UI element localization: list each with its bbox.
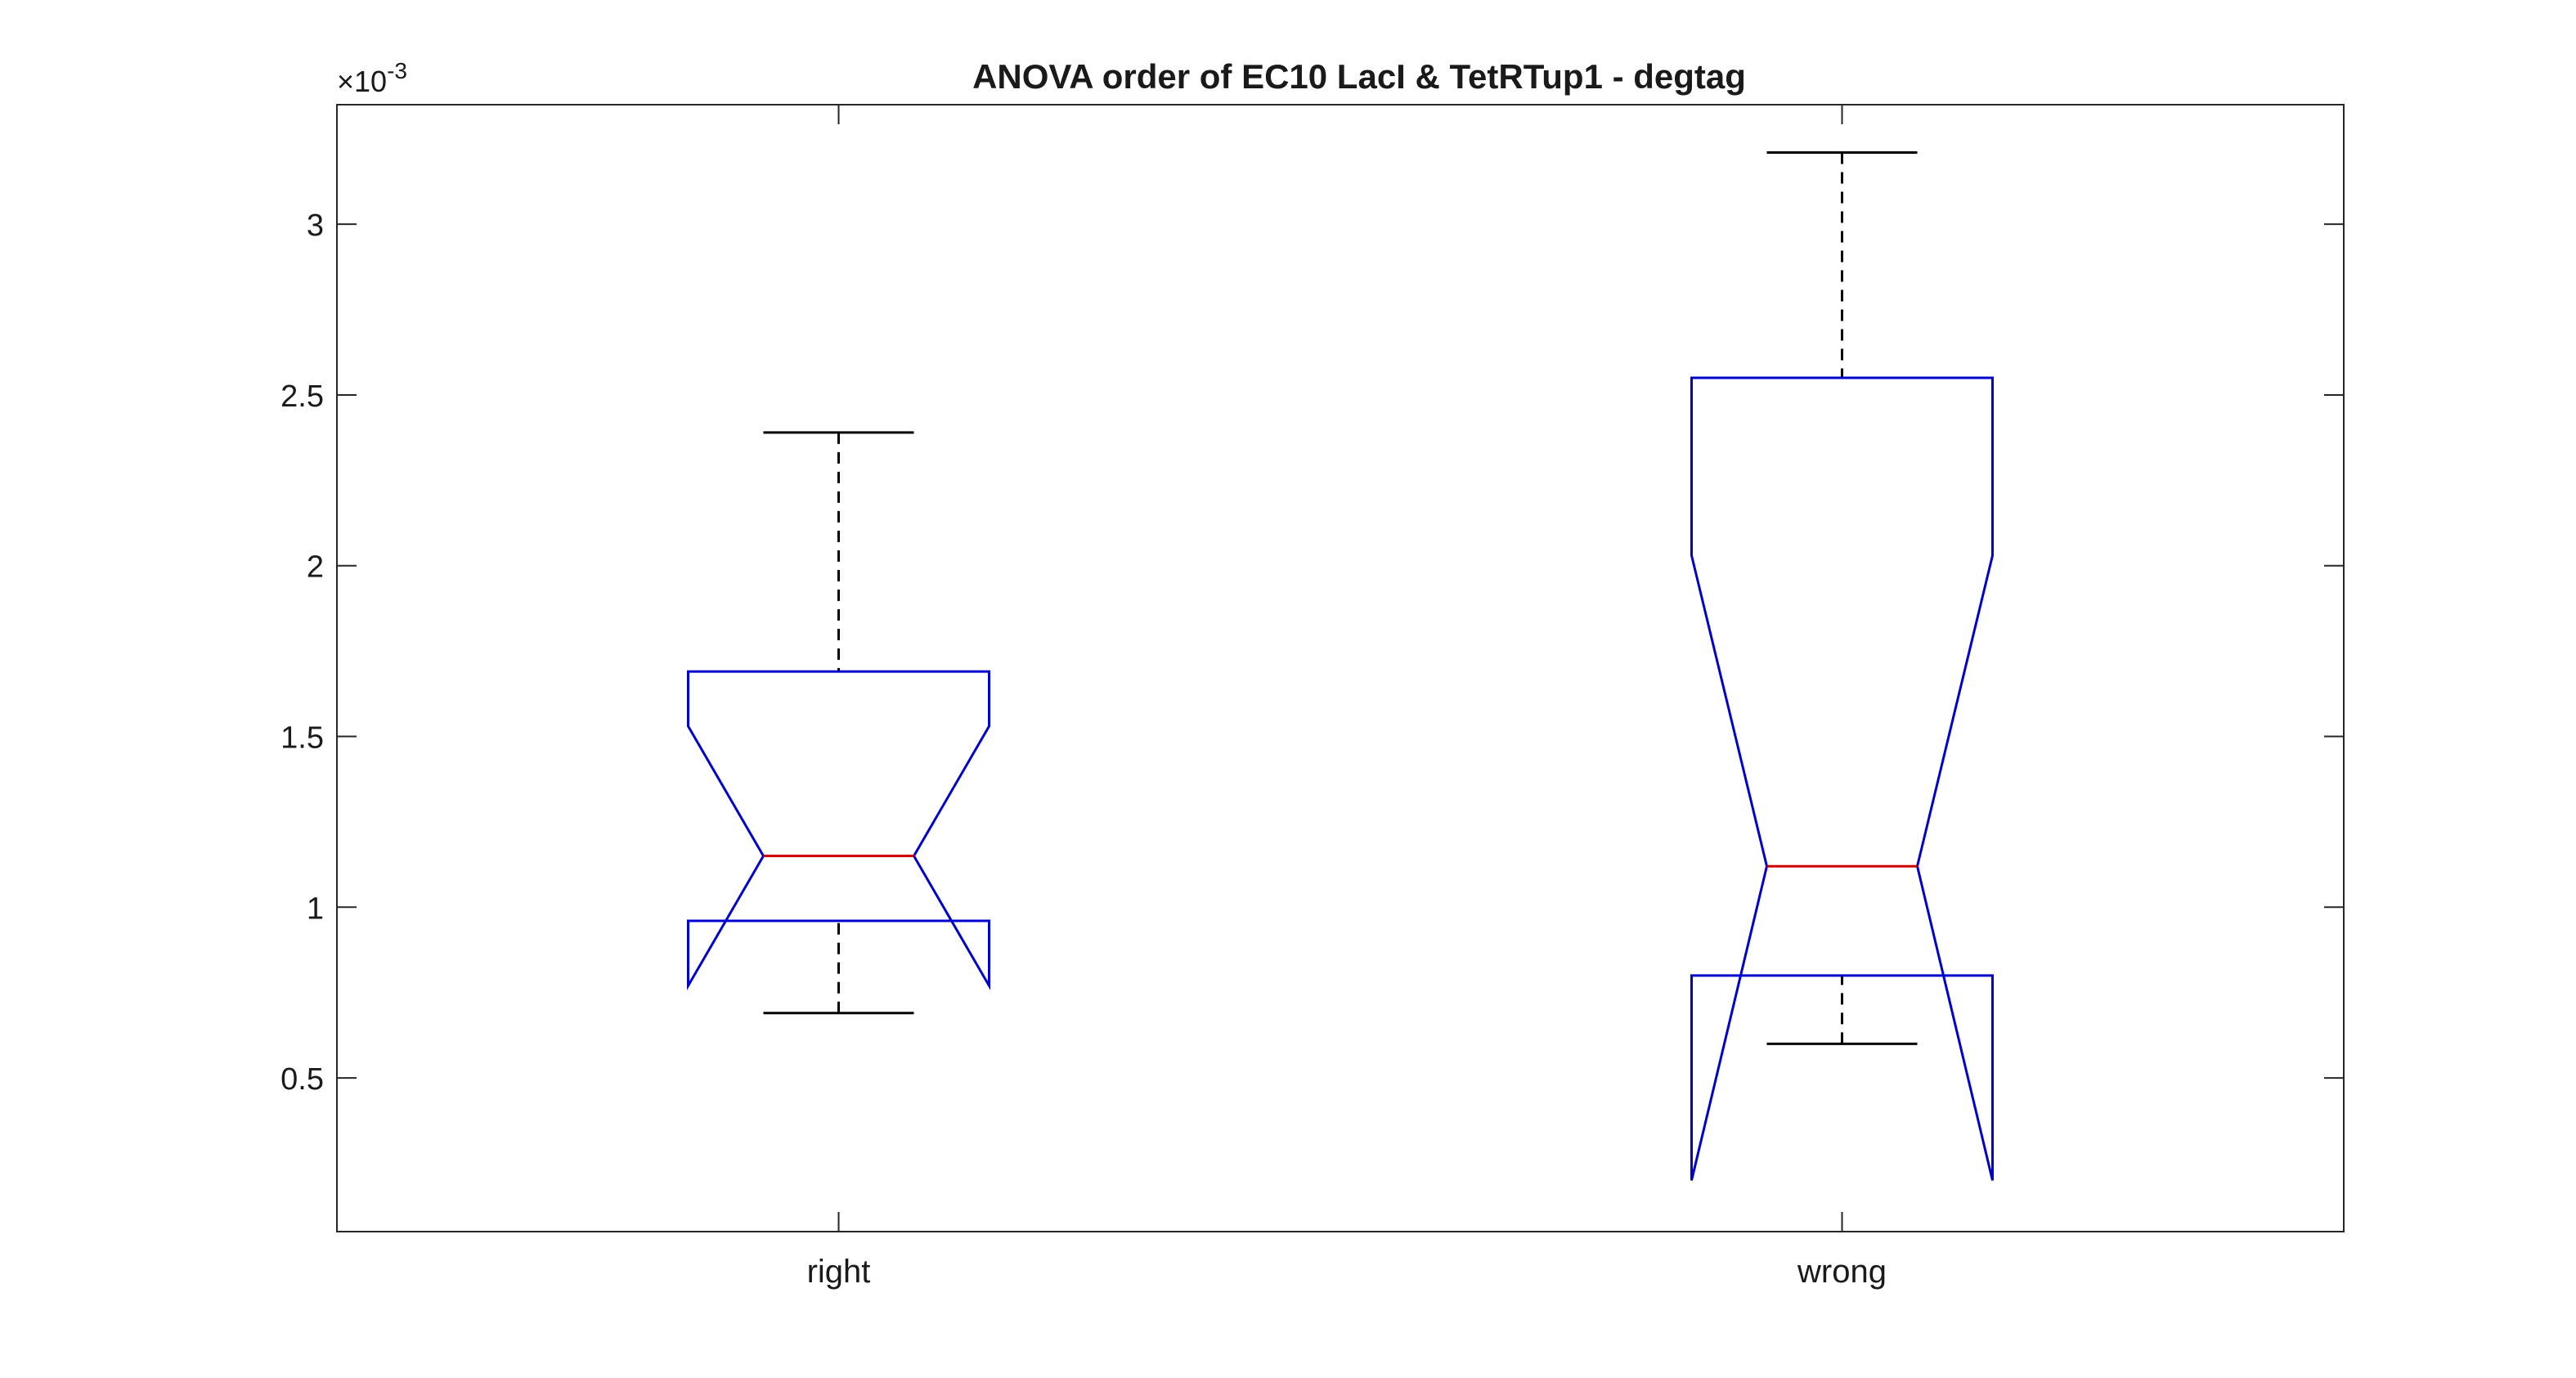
y-tick-label: 3 <box>307 209 324 243</box>
y-tick-label: 2.5 <box>280 379 324 414</box>
y-tick-label: 0.5 <box>280 1062 324 1097</box>
y-tick-label: 1 <box>307 891 324 926</box>
y-tick-label: 1.5 <box>280 721 324 756</box>
notched-box <box>687 670 990 990</box>
notched-box <box>1690 376 1994 1181</box>
x-tick-label: right <box>807 1254 871 1290</box>
axes: 0.5 1 1.5 2 2.5 3 right wrong ×10-3 <box>280 58 2345 1290</box>
y-exponent-label: ×10-3 <box>337 58 407 98</box>
box-right <box>687 431 990 1015</box>
x-tick-label: wrong <box>1797 1254 1887 1290</box>
box-series <box>687 150 1994 1181</box>
box-wrong <box>1690 150 1994 1181</box>
plot-area-frame <box>336 104 2345 1232</box>
y-exponent-base: ×10 <box>337 65 387 98</box>
y-tick-label: 2 <box>307 550 324 585</box>
chart-title: ANOVA order of EC10 LacI & TetRTup1 - de… <box>972 57 1746 96</box>
y-exponent-power: -3 <box>387 58 407 83</box>
